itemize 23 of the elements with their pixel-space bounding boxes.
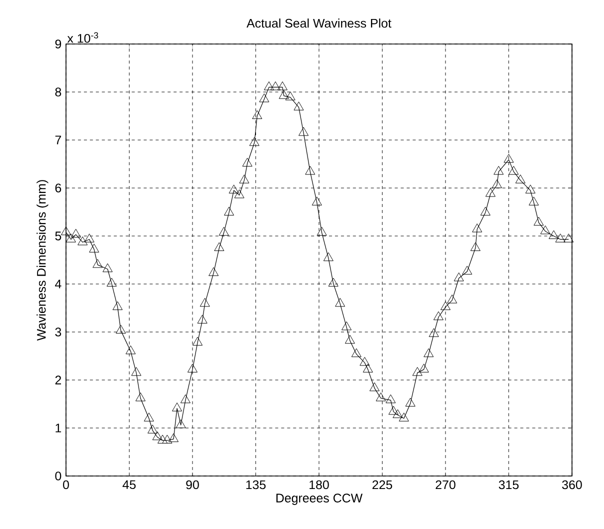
x-tick-label: 315 <box>498 480 519 490</box>
x-axis-title: Degreees CCW <box>276 494 363 505</box>
chart-title: Actual Seal Waviness Plot <box>246 18 392 28</box>
x-tick-label: 0 <box>63 480 69 490</box>
text: x 10$^{-3}$ <box>67 32 98 43</box>
y-tick-label: 3 <box>55 328 62 336</box>
y-tick-label: 2 <box>55 376 62 384</box>
y-tick-label: 8 <box>55 88 62 96</box>
y-axis-title: Wavieness Dimensions (mm) <box>36 180 48 341</box>
y-tick-label: 0 <box>55 472 62 480</box>
x-tick-label: 270 <box>436 480 456 490</box>
y-tick-label: 5 <box>55 232 62 240</box>
x-tick-label: 90 <box>186 480 199 490</box>
y-tick-label: 1 <box>56 424 62 432</box>
x-tick-label: 45 <box>122 480 136 490</box>
y-tick-label: 9 <box>55 40 62 48</box>
x-tick-label: 180 <box>310 480 329 490</box>
x-tick-label: 360 <box>562 480 582 490</box>
x-tick-label: 225 <box>372 480 392 490</box>
x-tick-label: 135 <box>246 480 266 490</box>
y-tick-label: 4 <box>55 280 62 288</box>
y-tick-label: 7 <box>55 136 62 144</box>
y-tick-label: 6 <box>55 184 62 192</box>
